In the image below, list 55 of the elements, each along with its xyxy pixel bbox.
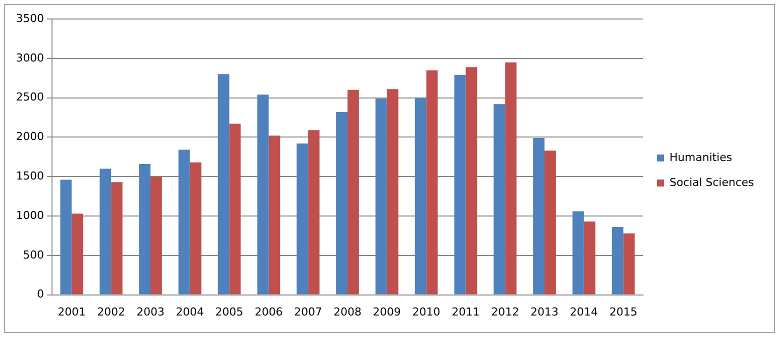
y-tick-label: 0 [36,288,44,301]
bar [111,182,123,294]
bar [375,98,387,294]
bar [100,168,112,294]
bar [72,214,84,294]
bar [414,98,426,294]
bar [150,176,162,294]
x-tick-label: 2015 [609,305,638,318]
bar [494,104,506,294]
y-tick-label: 500 [22,248,44,262]
bar [572,211,584,294]
bar [623,233,635,294]
x-tick-label: 2001 [58,305,86,318]
bar [426,70,438,294]
x-tick-label: 2013 [530,305,559,318]
x-tick-label: 2014 [570,305,598,318]
y-tick-label: 3000 [16,51,44,64]
legend-label: Social Sciences [670,176,754,189]
bar [218,74,230,294]
x-tick-label: 2008 [334,305,362,318]
bar [60,180,72,294]
bar [533,138,545,294]
x-tick-label: 2004 [176,305,204,318]
x-tick-label: 2006 [254,305,283,318]
bar [257,94,269,294]
y-tick-label: 1000 [16,208,44,222]
bar [612,227,624,294]
legend-label: Humanities [670,150,732,164]
x-tick-label: 2010 [412,305,440,318]
x-tick-label: 2009 [372,305,401,318]
bar [178,150,190,294]
x-tick-label: 2012 [491,305,520,318]
bar [454,74,466,294]
y-tick-label: 2000 [16,130,44,144]
y-tick-label: 2500 [16,90,44,104]
bar [190,162,202,294]
bar [466,67,478,294]
bar [308,130,320,294]
x-tick-label: 2011 [452,305,480,318]
bar [505,62,517,294]
x-tick-label: 2003 [136,305,164,318]
bar [139,164,150,294]
bar [296,144,308,294]
bar [544,150,556,294]
bar [268,136,280,294]
bar [584,222,596,294]
x-tick-label: 2007 [294,305,322,318]
bar [386,89,398,294]
x-tick-label: 2002 [97,305,126,318]
y-tick-label: 1500 [16,169,44,182]
bar [348,90,359,294]
x-tick-label: 2005 [215,305,244,318]
bar [336,112,348,294]
bar [229,124,241,294]
y-tick-label: 3500 [16,12,44,25]
